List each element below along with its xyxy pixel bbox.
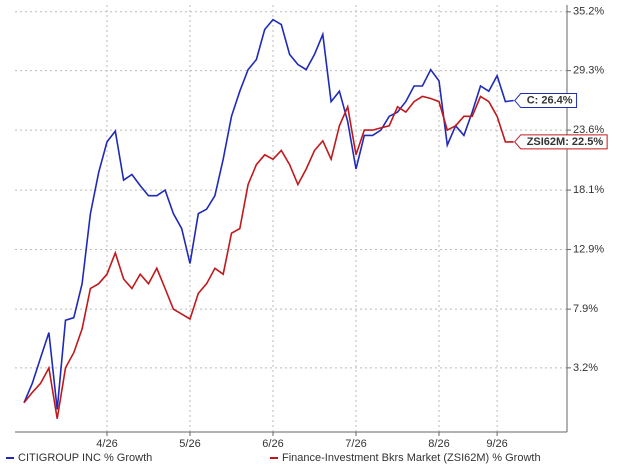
x-tick-label: 5/26 — [179, 438, 200, 450]
y-tick-label: 29.3% — [573, 65, 604, 77]
end-label-text: ZSI62M: 22.5% — [527, 136, 604, 148]
end-label-text: C: 26.4% — [527, 94, 573, 106]
series-line — [23, 18, 514, 410]
y-tick-label: 3.2% — [573, 362, 598, 374]
x-tick-label: 6/26 — [262, 438, 283, 450]
x-tick-label: 8/26 — [428, 438, 449, 450]
x-tick-label: 9/26 — [486, 438, 507, 450]
y-tick-label: 7.9% — [573, 303, 598, 315]
x-tick-label: 4/26 — [96, 438, 117, 450]
y-tick-label: 18.1% — [573, 184, 604, 196]
end-label-box — [514, 134, 608, 150]
end-label-box — [514, 93, 578, 109]
y-tick-label: 35.2% — [573, 6, 604, 18]
legend-label: CITIGROUP INC % Growth — [18, 452, 152, 464]
legend-label: Finance-Investment Bkrs Market (ZSI62M) … — [282, 452, 541, 464]
end-label: C: 26.4% — [514, 93, 578, 109]
x-tick-label: 7/26 — [345, 438, 366, 450]
series-line — [23, 95, 514, 419]
y-tick-label: 23.6% — [573, 124, 604, 136]
y-tick-label: 12.9% — [573, 243, 604, 255]
end-label: ZSI62M: 22.5% — [514, 134, 608, 150]
